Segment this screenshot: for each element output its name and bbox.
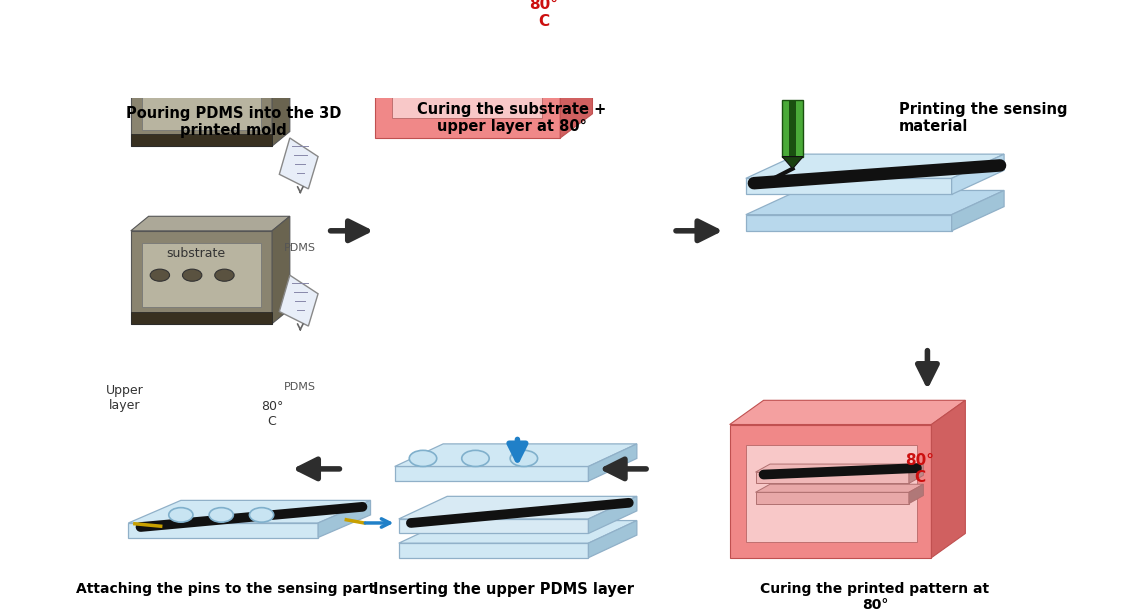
Polygon shape [142, 65, 261, 72]
Polygon shape [931, 400, 966, 558]
Polygon shape [755, 484, 923, 492]
Polygon shape [399, 496, 637, 519]
Polygon shape [399, 519, 588, 534]
Polygon shape [395, 467, 588, 481]
Polygon shape [782, 100, 803, 157]
Ellipse shape [169, 508, 193, 522]
Polygon shape [730, 400, 966, 424]
Polygon shape [746, 154, 1004, 178]
Text: PDMS: PDMS [285, 243, 316, 253]
Polygon shape [746, 215, 952, 231]
Ellipse shape [249, 508, 273, 522]
Polygon shape [142, 65, 261, 130]
Text: Curing the substrate +
upper layer at 80°: Curing the substrate + upper layer at 80… [418, 102, 606, 134]
Polygon shape [746, 178, 952, 195]
Polygon shape [952, 190, 1004, 231]
Polygon shape [395, 444, 637, 467]
Polygon shape [130, 39, 289, 53]
Polygon shape [279, 275, 318, 326]
Text: 80°
C: 80° C [905, 453, 934, 485]
Text: Printing the sensing
material: Printing the sensing material [899, 102, 1067, 134]
Ellipse shape [183, 269, 201, 281]
Polygon shape [130, 53, 272, 146]
Polygon shape [952, 154, 1004, 195]
Polygon shape [399, 521, 637, 543]
Polygon shape [908, 484, 923, 503]
Polygon shape [588, 496, 637, 534]
Ellipse shape [510, 450, 538, 467]
Text: Pouring PDMS into the 3D
printed mold: Pouring PDMS into the 3D printed mold [126, 106, 341, 138]
Polygon shape [142, 243, 261, 308]
Polygon shape [318, 500, 371, 537]
Polygon shape [130, 216, 289, 231]
Polygon shape [730, 424, 931, 558]
Polygon shape [279, 138, 318, 189]
Polygon shape [908, 464, 923, 483]
Polygon shape [789, 100, 796, 157]
Text: substrate: substrate [166, 247, 225, 260]
Polygon shape [374, 0, 561, 138]
Ellipse shape [209, 508, 233, 522]
Polygon shape [128, 500, 371, 523]
Text: 80°
C: 80° C [261, 400, 284, 429]
Text: Attaching the pins to the sensing part: Attaching the pins to the sensing part [76, 582, 375, 596]
Polygon shape [130, 311, 272, 324]
Ellipse shape [150, 269, 169, 281]
Polygon shape [272, 216, 289, 324]
Text: Inserting the upper PDMS layer: Inserting the upper PDMS layer [373, 582, 634, 597]
Polygon shape [392, 0, 542, 118]
Polygon shape [782, 157, 803, 169]
Text: PDMS: PDMS [285, 382, 316, 392]
Polygon shape [755, 472, 908, 483]
Text: Upper
layer: Upper layer [105, 384, 143, 412]
Polygon shape [405, 29, 547, 39]
Polygon shape [755, 492, 908, 503]
Polygon shape [272, 39, 289, 146]
Polygon shape [531, 29, 547, 52]
Ellipse shape [462, 450, 490, 467]
Polygon shape [746, 190, 1004, 215]
Polygon shape [588, 444, 637, 481]
Polygon shape [399, 543, 588, 558]
Ellipse shape [410, 450, 437, 467]
Text: 80°
C: 80° C [530, 0, 558, 29]
Polygon shape [130, 231, 272, 324]
Text: Curing the printed pattern at
80°: Curing the printed pattern at 80° [761, 582, 990, 612]
Polygon shape [130, 134, 272, 146]
Polygon shape [755, 464, 923, 472]
Polygon shape [561, 0, 593, 138]
Polygon shape [128, 523, 318, 537]
Polygon shape [746, 445, 917, 542]
Polygon shape [405, 39, 531, 52]
Polygon shape [588, 521, 637, 558]
Ellipse shape [215, 269, 235, 281]
